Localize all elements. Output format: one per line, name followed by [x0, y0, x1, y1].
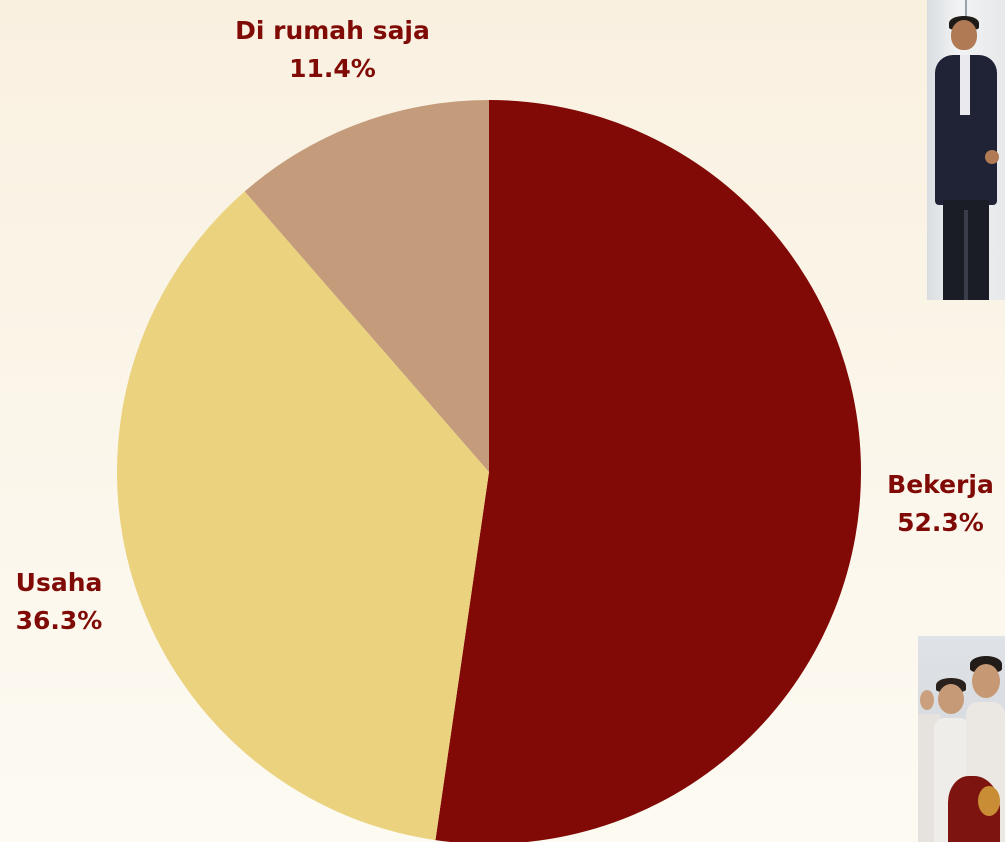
slice-label-usaha: Usaha 36.3%	[0, 564, 118, 640]
pie-slice-bekerja	[435, 100, 862, 842]
slice-category-usaha: Usaha	[15, 568, 103, 597]
pie-slices	[117, 100, 862, 842]
group-of-students-photo	[918, 636, 1005, 842]
pie-slice-usaha	[117, 191, 489, 841]
slice-category-bekerja: Bekerja	[887, 470, 994, 499]
pie-slice-di-rumah-saja	[244, 100, 489, 472]
slice-label-di-rumah-saja: Di rumah saja 11.4%	[205, 12, 460, 88]
slice-category-di-rumah-saja: Di rumah saja	[235, 16, 430, 45]
slice-value-di-rumah-saja: 11.4%	[289, 54, 376, 83]
slice-value-usaha: 36.3%	[15, 606, 103, 635]
slice-value-bekerja: 52.3%	[897, 508, 984, 537]
slice-label-bekerja: Bekerja 52.3%	[876, 466, 1005, 542]
man-in-suit-photo	[927, 0, 1005, 300]
